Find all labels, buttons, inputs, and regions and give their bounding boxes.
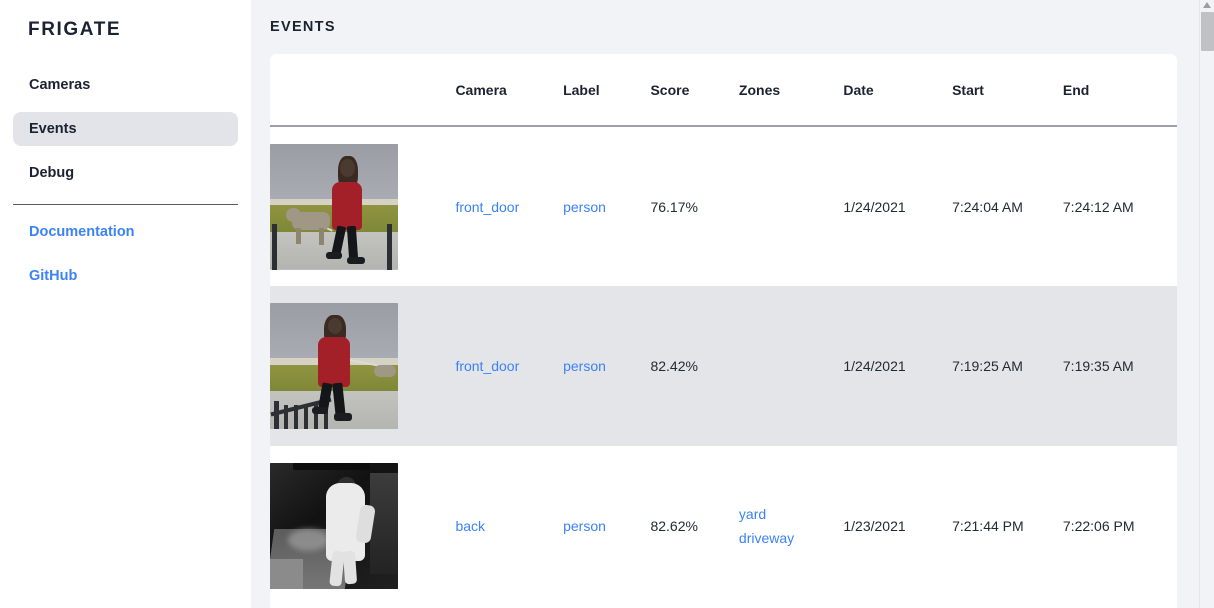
main-content: EVENTS Camera Label Score Zones Date Sta… [251,0,1214,608]
event-zones-cell: yard driveway [739,446,843,606]
sidebar-external-links: Documentation GitHub [0,217,251,291]
column-header-label: Label [563,54,651,127]
sidebar-item-events[interactable]: Events [13,112,238,146]
event-start-cell: 7:19:25 AM [952,286,1063,446]
table-row[interactable]: back person 82.62% yard driveway 1/ [270,446,1177,606]
thumb-person [312,313,362,425]
event-zones-cell [739,126,843,286]
sidebar-link-documentation[interactable]: Documentation [29,224,135,240]
column-header-zones: Zones [738,54,844,127]
event-label-cell: person [563,446,650,606]
thumb-person-head [328,318,342,334]
thumb-night-motion-blur [287,528,329,552]
scroll-up-arrow-icon[interactable] [1203,2,1211,8]
event-thumbnail-cell[interactable] [270,126,455,286]
event-thumbnail-image[interactable] [270,303,398,429]
thumb-person-coat [318,337,350,387]
scrollbar-thumb[interactable] [1201,12,1214,51]
thumb-night-wall [369,473,398,574]
thumb-night-top-strip [293,463,370,470]
thumb-night-foreground-object [270,558,304,589]
column-header-camera: Camera [455,54,564,127]
event-label-link[interactable]: person [563,198,606,215]
thumb-dog-leg-1 [296,227,301,244]
events-table-body: front_door person 76.17% 1/24/2021 7:24:… [270,126,1177,606]
event-camera-link[interactable]: front_door [455,198,520,215]
event-score-cell: 76.17% [650,198,698,215]
column-header-end: End [1062,54,1177,127]
thumb-person-head [340,158,355,177]
thumb-dog-leg-2 [319,227,324,245]
thumb-person-shoe-1 [326,251,342,259]
thumb-person-coat [332,181,362,230]
app-brand-title: FRIGATE [28,19,122,40]
event-end-cell: 7:19:35 AM [1062,286,1177,446]
table-header-row: Camera Label Score Zones Date Start End [270,54,1177,127]
thumb-person-shoe-1 [312,407,328,414]
event-camera-link[interactable]: front_door [455,358,520,374]
event-label-cell: person [563,286,651,446]
event-thumbnail-image[interactable] [270,463,398,589]
event-thumbnail-cell[interactable] [270,286,456,446]
event-zone-link[interactable]: yard [738,506,767,522]
event-date-cell: 1/24/2021 [843,286,953,446]
sidebar-item-debug[interactable]: Debug [29,165,75,181]
event-end-cell: 7:22:06 PM [1062,518,1135,534]
table-row[interactable]: front_door person 76.17% 1/24/2021 7:24:… [270,126,1177,286]
event-thumbnail-cell[interactable] [270,446,455,606]
event-zones-list: yard driveway [739,502,843,550]
event-date-cell: 1/24/2021 [843,198,906,215]
sidebar-link-github[interactable]: GitHub [29,268,78,284]
thumb-person-shoe-2 [334,413,352,421]
event-end-cell: 7:24:12 AM [1062,198,1134,215]
column-header-start: Start [952,54,1063,127]
column-header-thumbnail [270,54,456,127]
column-header-date: Date [843,54,953,127]
event-camera-link[interactable]: back [455,518,486,534]
events-table: Camera Label Score Zones Date Start End [270,54,1177,606]
sidebar-nav: Cameras Events Debug [0,68,251,190]
page-scrollbar[interactable] [1199,0,1214,608]
thumb-railing-left [272,224,277,270]
event-score-cell: 82.62% [650,518,698,534]
event-zone-link[interactable]: driveway [738,530,795,546]
thumb-dog-head [286,207,301,222]
event-start-cell: 7:24:04 AM [952,198,1023,215]
event-camera-cell: back [455,446,563,606]
event-label-link[interactable]: person [563,518,606,534]
thumb-person-shoe-2 [347,256,365,264]
sidebar: FRIGATE Cameras Events Debug Documentati… [0,0,251,608]
thumb-dog-body [374,365,396,377]
event-label-cell: person [563,126,650,286]
event-start-cell: 7:21:44 PM [952,518,1024,534]
event-camera-cell: front_door [455,126,563,286]
thumb-person [324,155,374,266]
events-table-head: Camera Label Score Zones Date Start End [270,54,1177,127]
event-score-cell: 82.42% [650,286,739,446]
event-date-cell: 1/23/2021 [843,518,906,534]
sidebar-divider [13,204,238,205]
event-thumbnail-image[interactable] [270,143,398,270]
thumb-dog-body [292,211,330,230]
thumb-person-leg-2 [346,225,359,260]
table-row[interactable]: front_door person 82.42% 1/24/2021 7:19:… [270,286,1177,446]
sidebar-item-cameras[interactable]: Cameras [29,77,91,93]
event-zones-cell [738,286,844,446]
event-label-link[interactable]: person [563,358,606,374]
event-camera-cell: front_door [455,286,564,446]
thumb-railing-right [387,224,392,270]
events-card: Camera Label Score Zones Date Start End [270,54,1177,608]
page-title: EVENTS [270,19,336,35]
column-header-score: Score [650,54,739,127]
